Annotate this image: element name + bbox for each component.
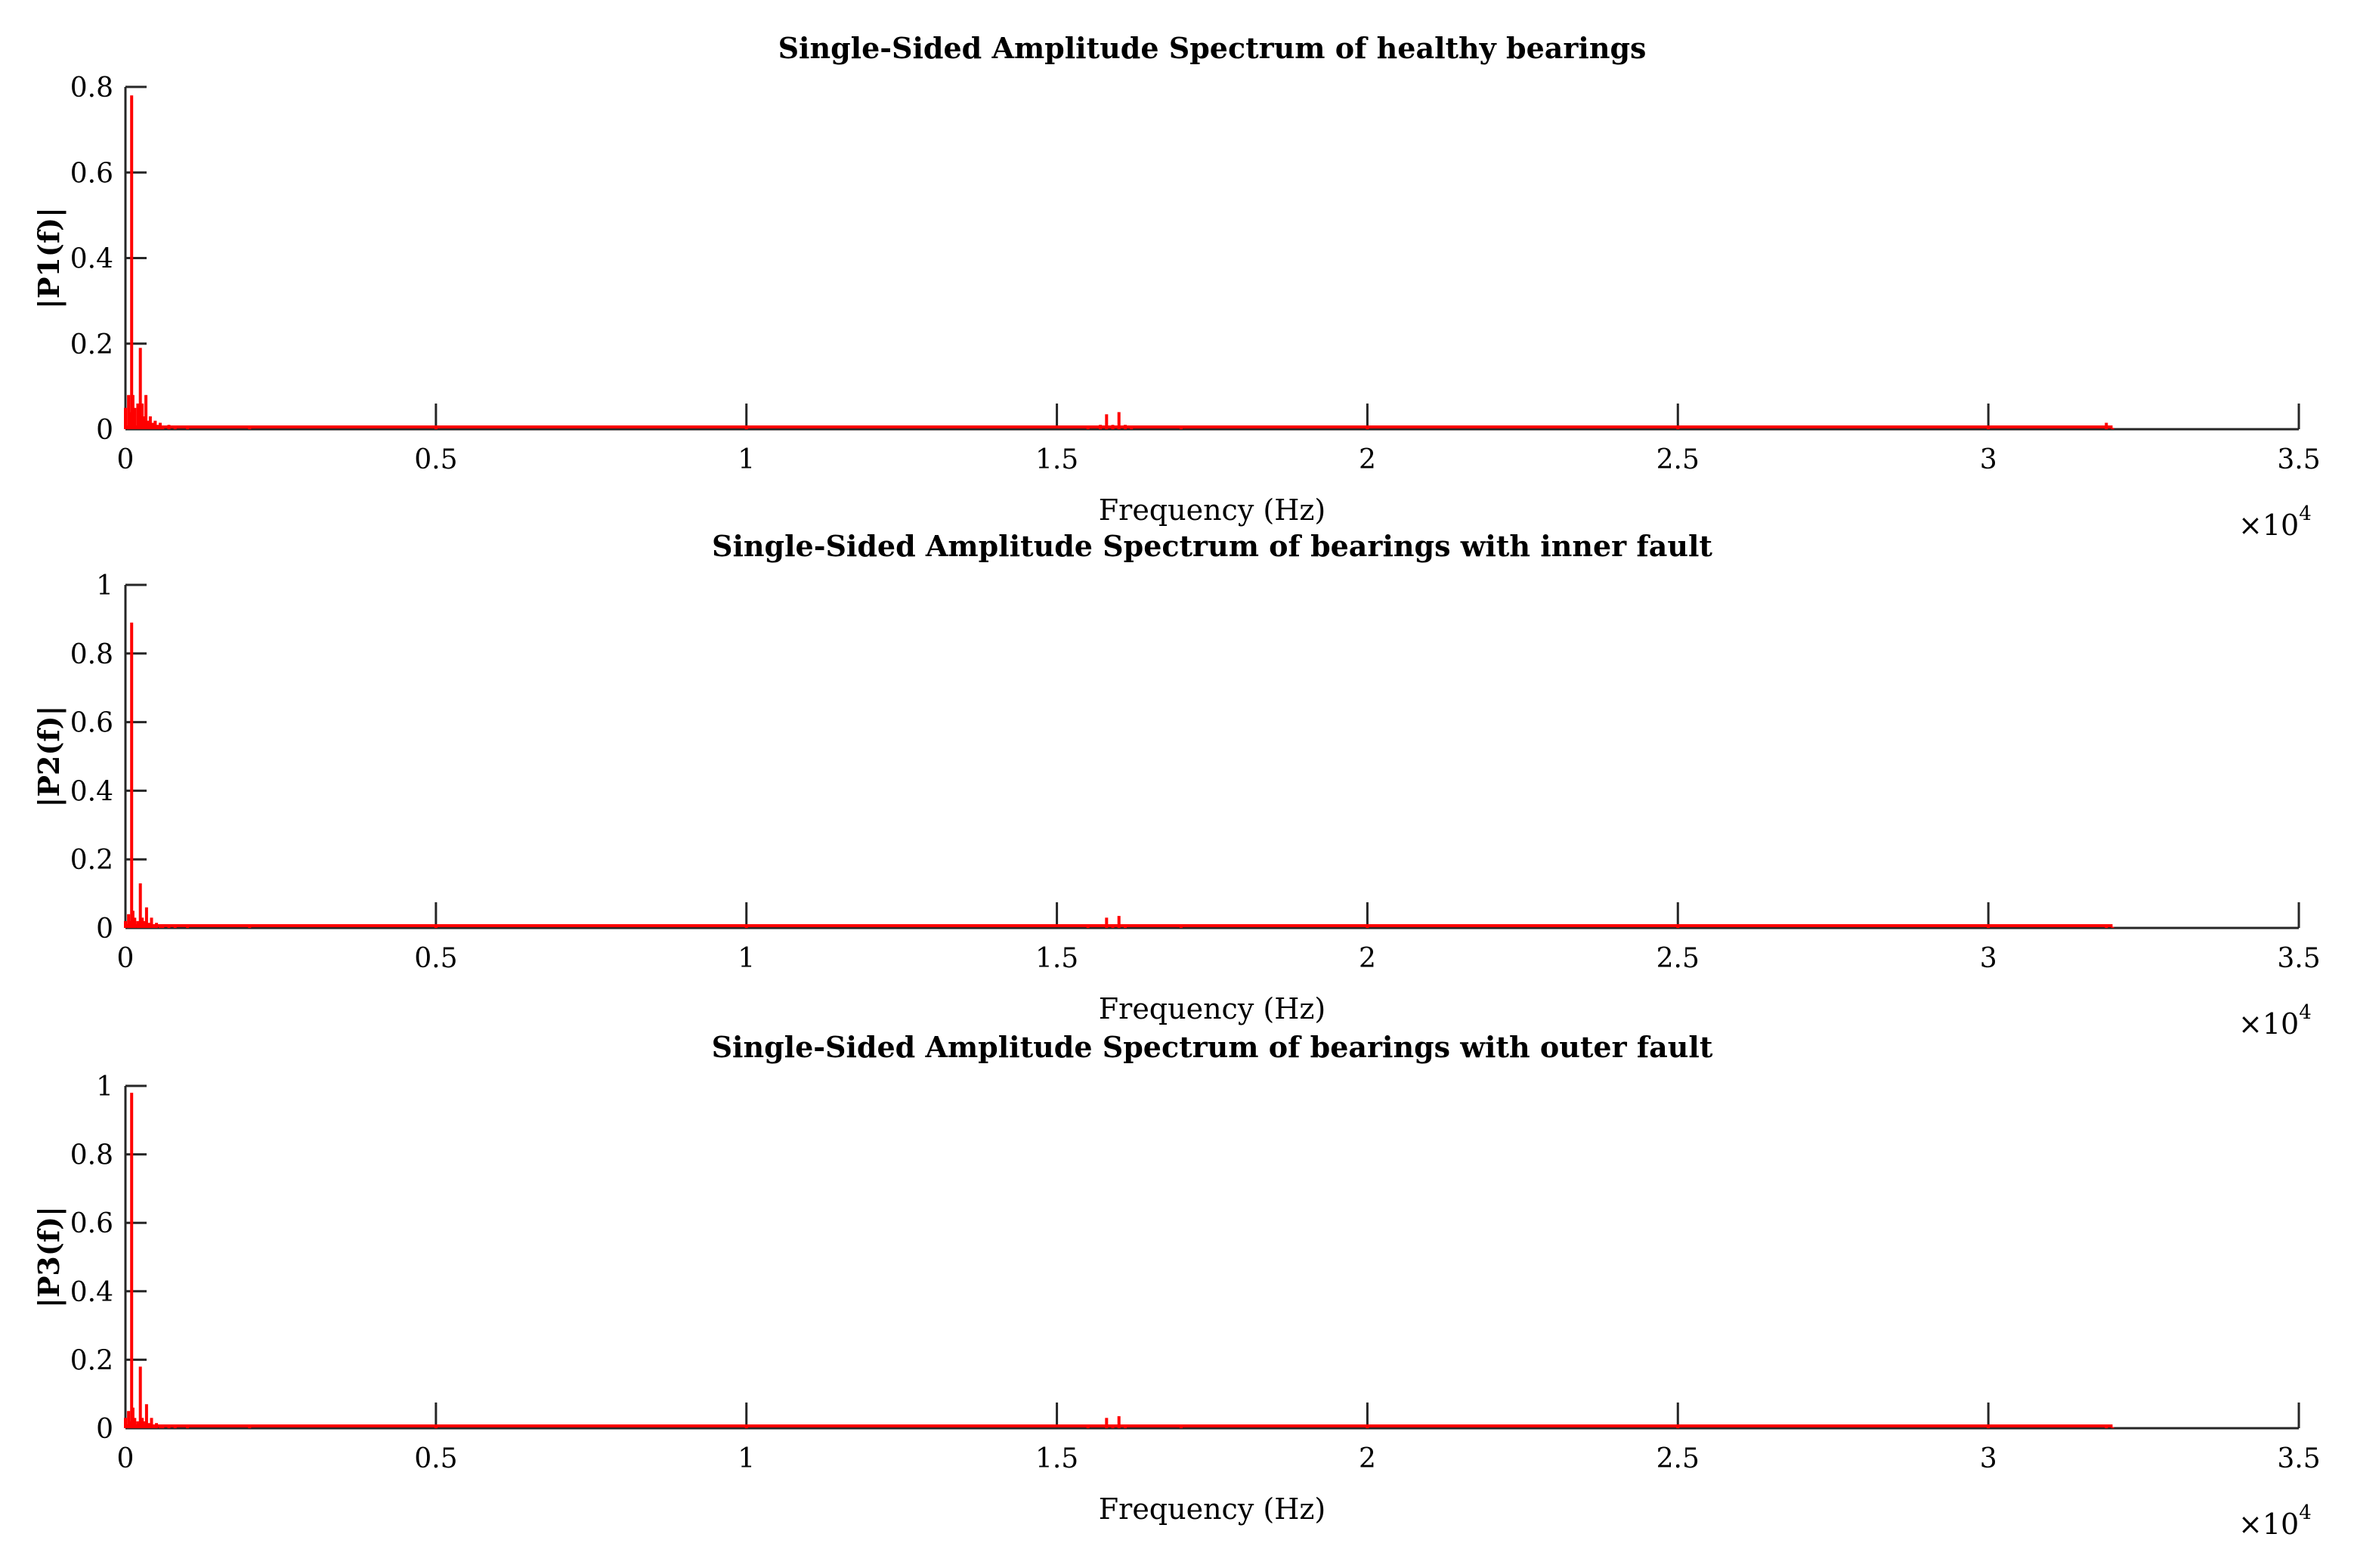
- x-multiplier-exponent: 4: [2299, 1001, 2312, 1024]
- y-tick-label: 0.8: [70, 639, 113, 670]
- x-tick-label: 1: [738, 1443, 755, 1474]
- y-tick-label: 0.4: [70, 1277, 113, 1308]
- x-tick-label: 1.5: [1035, 444, 1078, 475]
- subplots: Single-Sided Amplitude Spectrum of healt…: [32, 31, 2321, 1541]
- y-tick-label: 0.8: [70, 73, 113, 104]
- x-tick-label: 3: [1980, 1443, 1997, 1474]
- y-tick-label: 0: [96, 914, 113, 945]
- y-tick-label: 0.6: [70, 708, 113, 739]
- x-tick-label: 2.5: [1656, 943, 1700, 974]
- subplot-1: Single-Sided Amplitude Spectrum of healt…: [32, 31, 2321, 542]
- spectrum-series-1: [124, 95, 2114, 429]
- x-multiplier-exponent: 4: [2299, 1502, 2312, 1524]
- y-axis-label: |P3(f)|: [32, 1206, 66, 1308]
- y-axis-label: |P2(f)|: [32, 706, 66, 808]
- x-tick-label: 2.5: [1656, 444, 1700, 475]
- y-tick-label: 0.2: [70, 845, 113, 876]
- chart-title: Single-Sided Amplitude Spectrum of healt…: [778, 31, 1647, 65]
- x-tick-label: 2: [1359, 444, 1376, 475]
- x-multiplier-base: ×10: [2238, 1007, 2299, 1041]
- x-tick-label: 0: [117, 943, 135, 974]
- x-tick-label: 1.5: [1035, 943, 1078, 974]
- y-tick-label: 0.4: [70, 776, 113, 807]
- subplot-3: Single-Sided Amplitude Spectrum of beari…: [32, 1030, 2321, 1541]
- x-tick-label: 0.5: [414, 1443, 457, 1474]
- x-tick-label: 3: [1980, 444, 1997, 475]
- x-tick-label: 3.5: [2277, 1443, 2320, 1474]
- x-tick-label: 1: [738, 444, 755, 475]
- chart-title: Single-Sided Amplitude Spectrum of beari…: [712, 1030, 1713, 1064]
- x-tick-label: 2.5: [1656, 1443, 1700, 1474]
- y-tick-label: 1: [96, 571, 113, 602]
- y-tick-label: 0.6: [70, 158, 113, 189]
- x-tick-label: 3.5: [2277, 943, 2320, 974]
- x-tick-label: 0: [117, 1443, 135, 1474]
- x-axis-multiplier: ×104: [2238, 1502, 2312, 1541]
- y-tick-label: 0.4: [70, 244, 113, 275]
- y-tick-label: 0.2: [70, 1345, 113, 1376]
- x-tick-label: 0: [117, 444, 135, 475]
- x-tick-label: 3: [1980, 943, 1997, 974]
- x-axis-multiplier: ×104: [2238, 1001, 2312, 1041]
- x-tick-label: 1.5: [1035, 1443, 1078, 1474]
- x-axis-label: Frequency (Hz): [1099, 493, 1325, 527]
- spectrum-series-1: [124, 622, 2114, 928]
- x-axis-multiplier: ×104: [2238, 503, 2312, 542]
- chart-title: Single-Sided Amplitude Spectrum of beari…: [712, 529, 1712, 563]
- y-tick-label: 0.6: [70, 1208, 113, 1239]
- y-tick-label: 1: [96, 1072, 113, 1103]
- y-tick-label: 0.8: [70, 1140, 113, 1171]
- subplot-2: Single-Sided Amplitude Spectrum of beari…: [32, 529, 2321, 1041]
- x-multiplier-base: ×10: [2238, 509, 2299, 542]
- x-tick-label: 0.5: [414, 943, 457, 974]
- spectrum-series-1: [124, 1093, 2114, 1428]
- x-axis-label: Frequency (Hz): [1099, 992, 1325, 1025]
- y-tick-label: 0.2: [70, 329, 113, 360]
- x-multiplier-exponent: 4: [2299, 503, 2312, 525]
- x-multiplier-base: ×10: [2238, 1508, 2299, 1541]
- x-tick-label: 3.5: [2277, 444, 2320, 475]
- y-tick-label: 0: [96, 1414, 113, 1445]
- y-axis-label: |P1(f)|: [32, 207, 66, 309]
- x-axis-label: Frequency (Hz): [1099, 1492, 1325, 1526]
- x-tick-label: 0.5: [414, 444, 457, 475]
- x-tick-label: 1: [738, 943, 755, 974]
- x-tick-label: 2: [1359, 1443, 1376, 1474]
- y-tick-label: 0: [96, 415, 113, 446]
- x-tick-label: 2: [1359, 943, 1376, 974]
